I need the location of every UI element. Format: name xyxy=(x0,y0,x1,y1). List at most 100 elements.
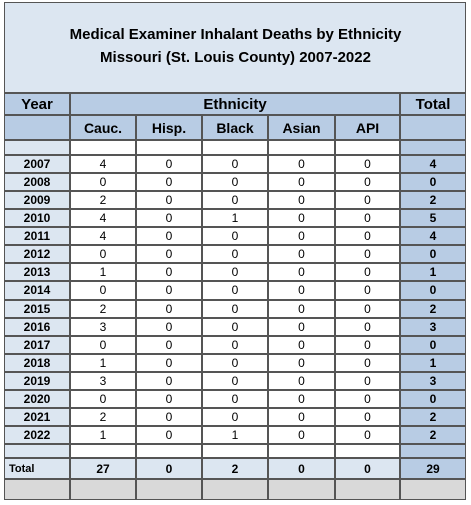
table-cell: 0 xyxy=(268,263,335,282)
total-cell: 0 xyxy=(335,458,400,479)
table-cell: 0 xyxy=(202,389,268,408)
table-cell: 0 xyxy=(268,155,335,174)
table-cell: 0 xyxy=(70,245,136,264)
blank-cell xyxy=(400,479,466,500)
table-cell: 0 xyxy=(70,281,136,300)
table-cell: 2 xyxy=(400,299,466,318)
column-header: Asian xyxy=(268,115,335,140)
table-cell: 0 xyxy=(70,335,136,354)
table-cell: 2020 xyxy=(4,389,70,408)
table-cell: 4 xyxy=(400,227,466,246)
table-cell: 0 xyxy=(136,191,202,210)
blank-cell xyxy=(136,479,202,500)
column-header: Black xyxy=(202,115,268,140)
blank-cell xyxy=(268,444,335,458)
blank-cell xyxy=(400,140,466,155)
blank-cell xyxy=(202,444,268,458)
table-cell: 0 xyxy=(202,407,268,426)
table-cell: 0 xyxy=(335,299,400,318)
table-cell: 0 xyxy=(335,371,400,390)
title-line: Missouri (St. Louis County) 2007-2022 xyxy=(100,49,371,66)
table-cell: 0 xyxy=(268,209,335,228)
table-cell: 0 xyxy=(335,191,400,210)
table-cell: 0 xyxy=(335,353,400,372)
table-cell: 0 xyxy=(268,281,335,300)
table-cell: 0 xyxy=(136,227,202,246)
blank-cell xyxy=(136,444,202,458)
table-cell: 1 xyxy=(202,425,268,444)
title-line: Medical Examiner Inhalant Deaths by Ethn… xyxy=(69,26,402,43)
table-cell: 0 xyxy=(335,389,400,408)
column-header: Cauc. xyxy=(70,115,136,140)
table-cell: 1 xyxy=(70,425,136,444)
table-cell: 2 xyxy=(70,407,136,426)
table-cell: 2022 xyxy=(4,425,70,444)
table-cell: 2014 xyxy=(4,281,70,300)
table-cell: 0 xyxy=(136,263,202,282)
table-cell: 0 xyxy=(335,209,400,228)
table-cell: 0 xyxy=(202,299,268,318)
table-cell: 4 xyxy=(70,155,136,174)
table-cell: 2 xyxy=(70,191,136,210)
table-cell: 0 xyxy=(400,335,466,354)
table-cell: 0 xyxy=(268,191,335,210)
table-cell: 0 xyxy=(268,389,335,408)
table-cell: 2015 xyxy=(4,299,70,318)
header-cell xyxy=(4,115,70,140)
table-cell: 0 xyxy=(335,317,400,336)
table-cell: 0 xyxy=(335,425,400,444)
column-header: API xyxy=(335,115,400,140)
header-cell: Ethnicity xyxy=(70,93,400,115)
blank-cell xyxy=(4,140,70,155)
table-cell: 0 xyxy=(268,353,335,372)
table-cell: 0 xyxy=(400,245,466,264)
table-cell: 0 xyxy=(335,245,400,264)
blank-cell xyxy=(4,479,70,500)
table-cell: 0 xyxy=(400,281,466,300)
table-cell: 0 xyxy=(136,371,202,390)
table-cell: 0 xyxy=(335,227,400,246)
table-cell: 0 xyxy=(136,335,202,354)
table-cell: 0 xyxy=(70,389,136,408)
table-cell: 2019 xyxy=(4,371,70,390)
table-cell: 2011 xyxy=(4,227,70,246)
table-cell: 0 xyxy=(335,407,400,426)
table-cell: 0 xyxy=(136,173,202,192)
table-cell: 0 xyxy=(268,335,335,354)
table-cell: 1 xyxy=(400,263,466,282)
table-cell: 0 xyxy=(136,407,202,426)
total-cell: 27 xyxy=(70,458,136,479)
blank-cell xyxy=(268,140,335,155)
table-cell: 0 xyxy=(268,425,335,444)
table-cell: 0 xyxy=(202,371,268,390)
table-cell: 0 xyxy=(268,173,335,192)
table-cell: 2013 xyxy=(4,263,70,282)
table-cell: 2017 xyxy=(4,335,70,354)
blank-cell xyxy=(4,444,70,458)
table-cell: 0 xyxy=(202,263,268,282)
table-cell: 0 xyxy=(202,281,268,300)
table-cell: 0 xyxy=(268,299,335,318)
table-cell: 2012 xyxy=(4,245,70,264)
table-cell: 0 xyxy=(136,353,202,372)
table-cell: 0 xyxy=(335,173,400,192)
table-cell: 4 xyxy=(70,209,136,228)
header-cell xyxy=(400,115,466,140)
total-cell: 0 xyxy=(268,458,335,479)
table-cell: 0 xyxy=(136,389,202,408)
table-cell: 1 xyxy=(400,353,466,372)
table-cell: 0 xyxy=(136,425,202,444)
table-cell: 2 xyxy=(400,191,466,210)
table-cell: 4 xyxy=(70,227,136,246)
blank-cell xyxy=(136,140,202,155)
table-cell: 0 xyxy=(202,173,268,192)
table-cell: 0 xyxy=(136,317,202,336)
table-cell: 0 xyxy=(268,371,335,390)
table-cell: 2010 xyxy=(4,209,70,228)
header-cell: Year xyxy=(4,93,70,115)
blank-cell xyxy=(202,140,268,155)
blank-cell xyxy=(335,140,400,155)
blank-cell xyxy=(70,444,136,458)
table-cell: 2 xyxy=(400,407,466,426)
table-cell: 2 xyxy=(70,299,136,318)
